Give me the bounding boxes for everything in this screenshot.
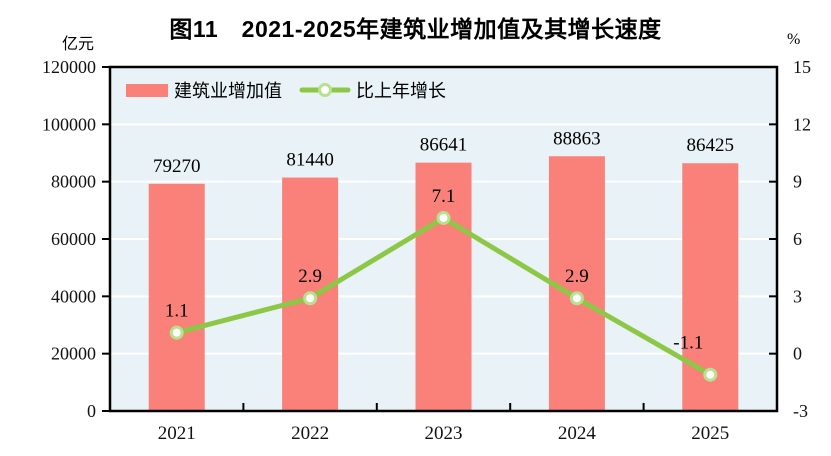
line-marker — [436, 210, 451, 225]
legend-label-line: 比上年增长 — [356, 81, 446, 101]
bar-value-label: 81440 — [286, 150, 334, 171]
line-marker — [303, 291, 318, 306]
line-value-label: -1.1 — [673, 333, 703, 354]
category-label: 2023 — [425, 423, 463, 444]
left-tick-label: 120000 — [42, 57, 96, 77]
left-tick-label: 80000 — [51, 172, 96, 192]
legend-label-bar: 建筑业增加值 — [174, 81, 282, 101]
bar — [415, 162, 472, 411]
line-series — [169, 210, 718, 382]
bar-value-label: 86425 — [687, 135, 735, 156]
right-tick-label: 12 — [793, 114, 811, 134]
bar-value-label: 79270 — [153, 156, 201, 177]
left-tick-label: 100000 — [42, 114, 96, 134]
right-tick-label: 3 — [793, 286, 802, 306]
left-tick-label: 20000 — [51, 344, 96, 364]
left-tick-label: 0 — [87, 401, 96, 421]
category-label: 2021 — [158, 423, 196, 444]
category-labels: 2021 2022 2023 2024 2025 — [158, 423, 730, 444]
legend-line-marker — [318, 83, 332, 97]
line-marker — [569, 291, 584, 306]
right-tick-label: 6 — [793, 229, 802, 249]
category-label: 2022 — [291, 423, 329, 444]
bar — [148, 183, 205, 411]
axis-ticks — [102, 66, 777, 412]
line-value-label: 1.1 — [165, 301, 189, 322]
bar — [548, 156, 605, 411]
right-axis-unit-label: % — [787, 31, 801, 48]
right-tick-label: 9 — [793, 172, 802, 192]
right-tick-label: -3 — [793, 401, 808, 421]
bar-value-labels: 79270 81440 86641 88863 86425 — [153, 128, 734, 176]
line-marker — [703, 367, 718, 382]
line-marker — [169, 325, 184, 340]
right-tick-label: 0 — [793, 344, 802, 364]
legend: 建筑业增加值 比上年增长 — [126, 81, 446, 101]
bar-value-label: 88863 — [553, 128, 601, 149]
left-tick-label: 60000 — [51, 229, 96, 249]
legend-bar-swatch — [126, 84, 168, 97]
category-label: 2025 — [691, 423, 729, 444]
line-value-label: 2.9 — [565, 266, 589, 287]
bar-value-label: 86641 — [420, 135, 468, 156]
line-value-labels: 1.1 2.9 7.1 2.9 -1.1 — [165, 186, 704, 354]
line-value-label: 2.9 — [298, 266, 322, 287]
right-tick-label: 15 — [793, 57, 811, 77]
line-value-label: 7.1 — [432, 186, 456, 207]
category-label: 2024 — [558, 423, 597, 444]
axis-tick-labels: 120000 15 100000 12 80000 9 60000 6 40000 3 20000 0… — [42, 57, 811, 421]
left-axis-unit-label: 亿元 — [61, 36, 94, 53]
left-tick-label: 40000 — [51, 286, 96, 306]
chart-title: 图11 2021-2025年建筑业增加值及其增长速度 — [169, 16, 662, 42]
